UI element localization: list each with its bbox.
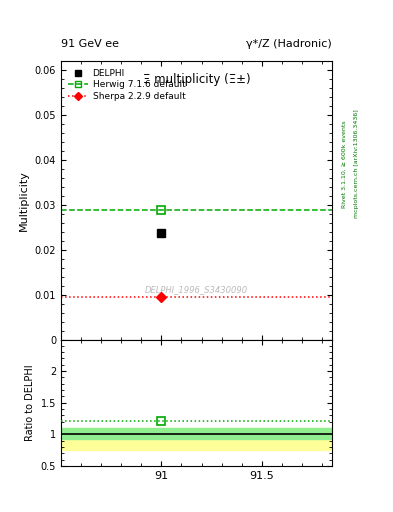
Text: DELPHI_1996_S3430090: DELPHI_1996_S3430090: [145, 285, 248, 294]
Legend: DELPHI, Herwig 7.1.6 default, Sherpa 2.2.9 default: DELPHI, Herwig 7.1.6 default, Sherpa 2.2…: [64, 65, 189, 104]
Text: 91 GeV ee: 91 GeV ee: [61, 38, 119, 49]
Y-axis label: Ratio to DELPHI: Ratio to DELPHI: [25, 365, 35, 441]
Text: mcplots.cern.ch [arXiv:1306.3436]: mcplots.cern.ch [arXiv:1306.3436]: [354, 110, 359, 218]
Y-axis label: Multiplicity: Multiplicity: [19, 170, 29, 231]
Text: Rivet 3.1.10, ≥ 600k events: Rivet 3.1.10, ≥ 600k events: [342, 120, 347, 208]
Text: Ξ multiplicity (Ξ±): Ξ multiplicity (Ξ±): [143, 73, 250, 86]
Text: γ*/Z (Hadronic): γ*/Z (Hadronic): [246, 38, 332, 49]
